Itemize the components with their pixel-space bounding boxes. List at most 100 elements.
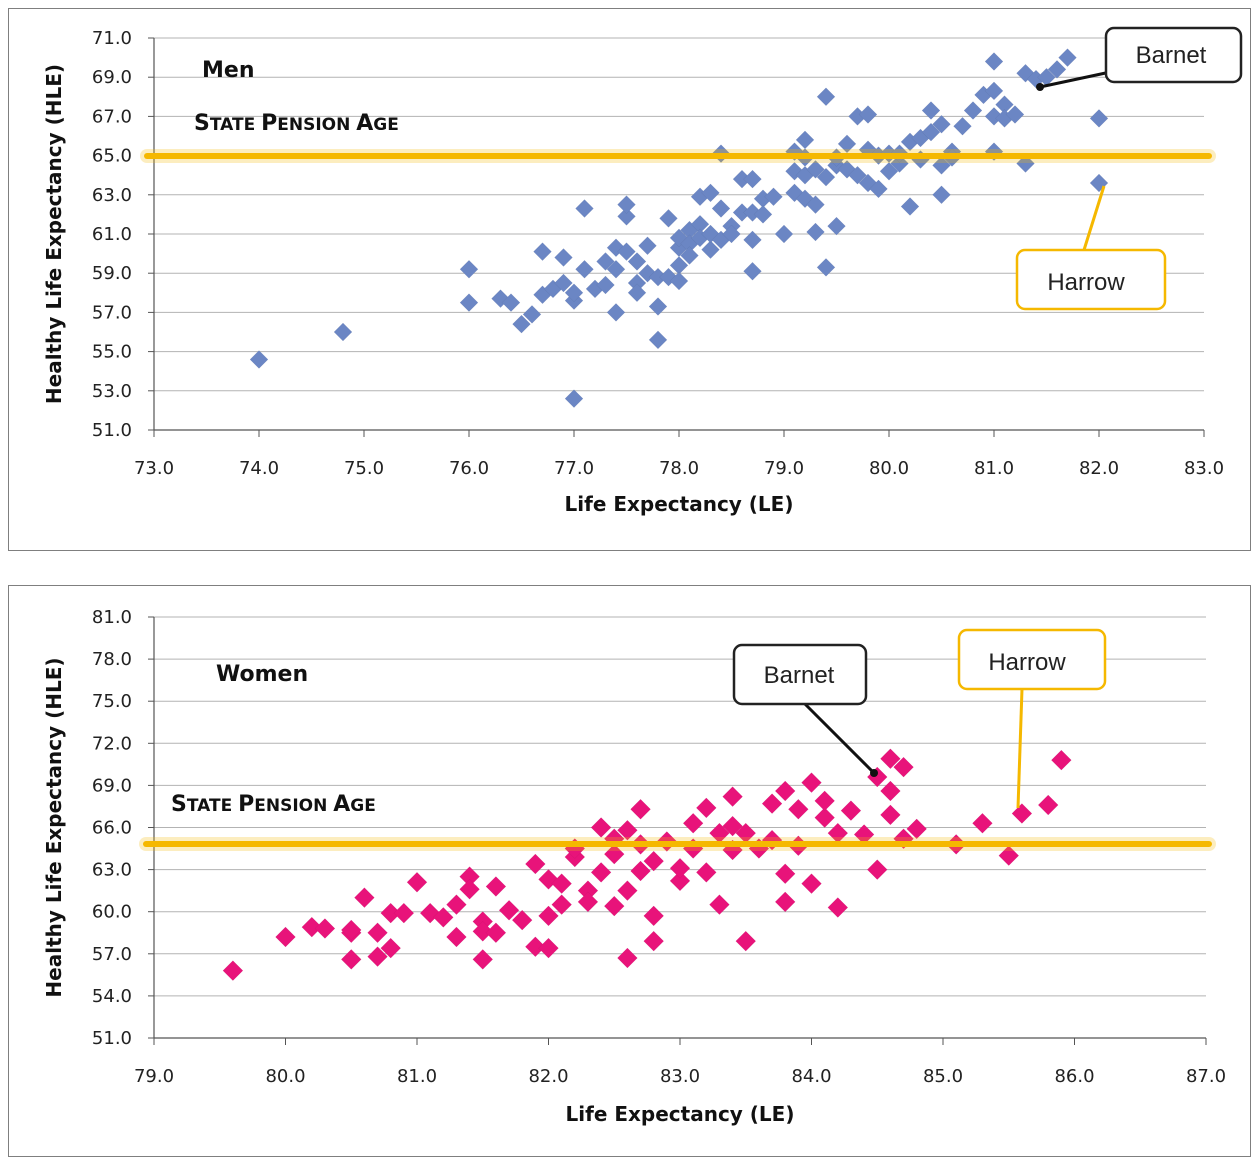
data-point — [472, 949, 494, 970]
pension-label-initial: A — [356, 111, 373, 136]
y-axis-title: Healthy Life Expectancy (HLE) — [42, 64, 66, 404]
data-point — [701, 183, 720, 203]
pension-label-initial: P — [261, 111, 277, 136]
data-point — [314, 918, 336, 939]
y-tick-label: 53.0 — [92, 381, 132, 402]
x-tick-label: 83.0 — [1184, 458, 1224, 479]
harrow-leader-line — [1082, 185, 1106, 251]
data-point — [627, 283, 647, 303]
series-label: Men — [202, 58, 254, 83]
harrow-callout-label: Harrow — [988, 649, 1066, 676]
data-point — [432, 906, 454, 928]
data-point — [984, 52, 1004, 71]
y-tick-label: 57.0 — [92, 944, 132, 965]
data-point — [249, 350, 269, 369]
data-point — [406, 871, 428, 893]
y-tick-label: 81.0 — [92, 607, 132, 628]
data-point — [564, 389, 584, 408]
data-point — [380, 937, 402, 959]
data-point — [774, 863, 796, 885]
pension-label-rest: GE — [350, 796, 376, 816]
x-tick-label: 82.0 — [528, 1066, 568, 1087]
data-point — [617, 207, 636, 226]
data-point — [858, 105, 878, 124]
data-point — [814, 790, 836, 812]
x-tick-label: 85.0 — [923, 1066, 963, 1087]
y-tick-label: 69.0 — [92, 775, 132, 796]
data-point — [711, 199, 731, 218]
data-point — [1058, 48, 1077, 67]
data-point — [659, 208, 678, 228]
x-tick-label: 82.0 — [1079, 458, 1119, 479]
x-tick-label: 73.0 — [134, 458, 174, 479]
pension-age-label: STATE PENSION AGE — [171, 792, 376, 817]
x-tick-label: 75.0 — [344, 458, 384, 479]
data-point — [554, 273, 573, 293]
data-point — [367, 922, 388, 944]
data-point — [709, 894, 730, 916]
data-point — [522, 305, 542, 324]
data-point — [806, 159, 825, 179]
data-point — [669, 857, 691, 879]
data-point — [743, 230, 762, 250]
data-point — [485, 922, 507, 944]
x-tick-label: 84.0 — [791, 1066, 831, 1087]
y-tick-label: 69.0 — [92, 67, 132, 88]
data-point — [630, 798, 651, 820]
data-point — [643, 850, 665, 872]
y-tick-label: 63.0 — [92, 185, 132, 206]
data-point — [743, 261, 762, 281]
data-point — [564, 283, 584, 303]
y-tick-label: 54.0 — [92, 986, 132, 1007]
data-point — [630, 860, 651, 882]
data-point — [643, 905, 665, 927]
data-point — [498, 899, 520, 921]
x-tick-label: 80.0 — [869, 458, 909, 479]
data-point — [722, 815, 743, 837]
x-tick-label: 77.0 — [554, 458, 594, 479]
data-point — [880, 804, 901, 826]
x-tick-label: 79.0 — [134, 1066, 174, 1087]
data-point — [984, 81, 1004, 101]
y-tick-label: 63.0 — [92, 860, 132, 881]
data-point — [367, 946, 388, 967]
x-tick-label: 74.0 — [239, 458, 279, 479]
data-point — [340, 949, 362, 970]
data-point — [354, 887, 375, 909]
data-point — [446, 894, 467, 916]
pension-age-label: STATE PENSION AGE — [194, 111, 399, 136]
data-point — [932, 185, 951, 205]
data-point — [393, 902, 415, 924]
data-point — [669, 271, 689, 291]
data-point — [501, 293, 521, 312]
data-point — [446, 926, 467, 948]
data-point — [801, 873, 822, 894]
data-point — [880, 780, 901, 802]
data-point — [590, 862, 612, 883]
data-point — [774, 224, 794, 244]
data-point — [551, 894, 573, 916]
data-point — [472, 920, 494, 942]
y-tick-label: 59.0 — [92, 263, 132, 284]
data-point — [575, 259, 594, 279]
data-point — [554, 248, 573, 267]
data-point — [459, 259, 479, 279]
data-point — [596, 275, 615, 295]
barnet-callout-label: Barnet — [764, 662, 835, 689]
series-label: Women — [216, 662, 308, 687]
data-point — [680, 246, 699, 265]
x-axis-title: Life Expectancy (LE) — [565, 492, 794, 516]
data-point — [459, 878, 480, 900]
men-scatter-chart: 51.0 53.0 55.0 57.0 59.0 61.0 63.0 65.0 67.0 69.0… — [42, 26, 1243, 516]
data-point — [953, 116, 972, 136]
data-point — [816, 257, 836, 277]
data-point — [638, 236, 657, 256]
x-tick-label: 83.0 — [660, 1066, 700, 1087]
harrow-callout-box — [957, 628, 1107, 691]
pension-label-initial: S — [194, 111, 210, 136]
y-tick-label: 60.0 — [92, 902, 132, 923]
pension-label-rest: ENSION — [277, 115, 356, 135]
barnet-callout-label: Barnet — [1136, 42, 1207, 69]
x-tick-label: 86.0 — [1054, 1066, 1094, 1087]
data-point — [617, 947, 638, 969]
